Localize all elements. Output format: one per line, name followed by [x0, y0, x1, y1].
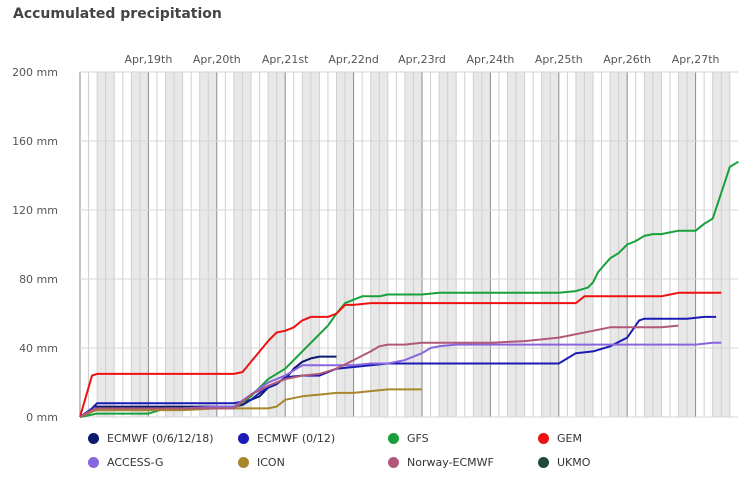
legend-item-gfs[interactable]: GFS — [388, 432, 429, 445]
y-axis-ticks: 0 mm 40 mm 80 mm 120 mm 160 mm 200 mm — [12, 66, 58, 424]
x-tick-label: Apr,20th — [193, 53, 241, 66]
legend-label: ACCESS-G — [107, 456, 164, 469]
x-tick-label: Apr,23rd — [398, 53, 446, 66]
y-tick-label: 120 mm — [12, 204, 58, 217]
legend-marker — [238, 433, 249, 444]
horizontal-gridlines — [80, 71, 738, 418]
legend-item-access-g[interactable]: ACCESS-G — [88, 456, 164, 469]
x-tick-label: Apr,27th — [672, 53, 720, 66]
legend-label: GEM — [557, 432, 582, 445]
x-tick-label: Apr,24th — [466, 53, 514, 66]
series-line-icon — [79, 388, 422, 418]
legend-label: Norway-ECMWF — [407, 456, 494, 469]
legend-marker — [388, 433, 399, 444]
legend-label: ECMWF (0/6/12/18) — [107, 432, 214, 445]
vertical-gridlines — [79, 72, 731, 417]
y-tick-label: 80 mm — [19, 273, 58, 286]
x-tick-label: Apr,26th — [603, 53, 651, 66]
series-line-ecmwf-0-6-12-18 — [79, 355, 337, 418]
y-tick-label: 160 mm — [12, 135, 58, 148]
legend-marker — [88, 433, 99, 444]
legend-label: GFS — [407, 432, 429, 445]
series-line-norway-ecmwf — [79, 324, 679, 418]
legend-marker — [388, 457, 399, 468]
y-tick-label: 200 mm — [12, 66, 58, 79]
chart-title: Accumulated precipitation — [13, 6, 222, 22]
x-tick-label: Apr,19th — [124, 53, 172, 66]
x-tick-label: Apr,21st — [262, 53, 309, 66]
legend-item-icon[interactable]: ICON — [238, 456, 285, 469]
x-tick-label: Apr,25th — [535, 53, 583, 66]
legend-marker — [538, 433, 549, 444]
x-axis-ticks: Apr,19th Apr,20th Apr,21st Apr,22nd Apr,23rd… — [124, 53, 719, 66]
legend-item-ukmo[interactable]: UKMO — [538, 456, 590, 469]
legend-label: ICON — [257, 456, 285, 469]
legend-item-gem[interactable]: GEM — [538, 432, 582, 445]
time-bands — [80, 72, 738, 417]
legend-marker — [238, 457, 249, 468]
legend-label: UKMO — [557, 456, 591, 469]
series-line-gem — [79, 291, 722, 418]
legend-marker — [538, 457, 549, 468]
series-lines — [79, 160, 739, 418]
legend-marker — [88, 457, 99, 468]
legend-item-ecmwf-0-12[interactable]: ECMWF (0/12) — [238, 432, 335, 445]
legend-label: ECMWF (0/12) — [257, 432, 336, 445]
legend-item-ecmwf-0-6-12-18[interactable]: ECMWF (0/6/12/18) — [88, 432, 214, 445]
y-tick-label: 40 mm — [19, 342, 58, 355]
y-tick-label: 0 mm — [26, 411, 58, 424]
legend-item-norway-ecmwf[interactable]: Norway-ECMWF — [388, 456, 494, 469]
x-tick-label: Apr,22nd — [328, 53, 378, 66]
